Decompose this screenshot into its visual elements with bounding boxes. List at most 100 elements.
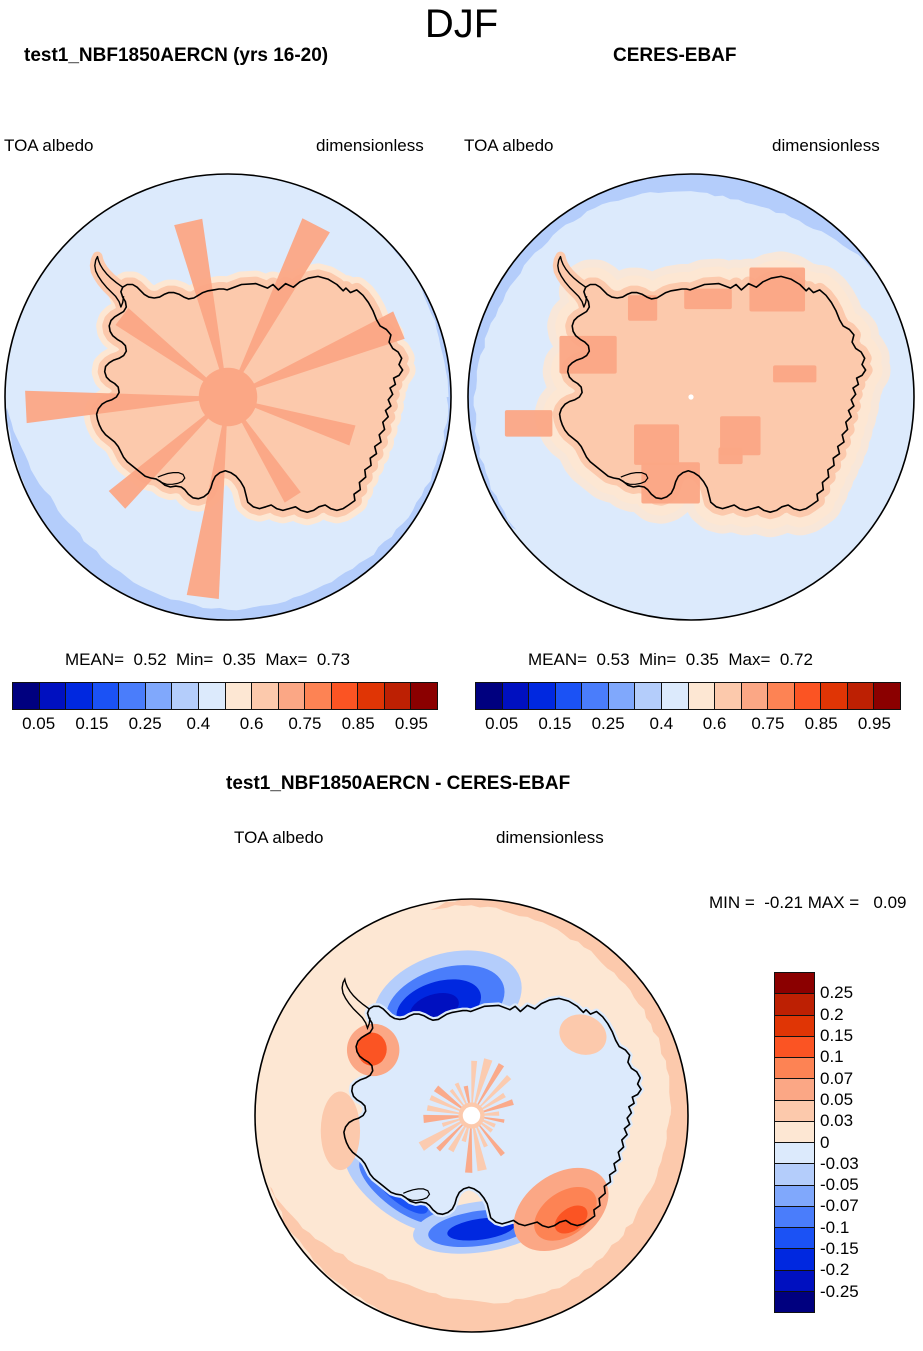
right-units-label: dimensionless: [772, 136, 880, 155]
colorbar-cell: [775, 1291, 814, 1312]
colorbar-cell: [775, 973, 814, 995]
right-colorbar: [475, 682, 901, 710]
colorbar-cell: [278, 683, 306, 709]
diff-colorbar-labels: 0.25 0.2 0.15 0.1 0.07 0.05 0.03 0 -0.03 -0.05 -0.…: [820, 972, 920, 1313]
colorbar-tick-label: 0.6: [702, 714, 727, 733]
colorbar-cell: [198, 683, 226, 709]
colorbar-tick-label: -0.2: [820, 1260, 850, 1280]
colorbar-cell: [331, 683, 359, 709]
colorbar-cell: [119, 683, 146, 709]
colorbar-cell: [775, 1206, 814, 1228]
colorbar-cell: [305, 683, 332, 709]
colorbar-cell: [502, 683, 530, 709]
left-stats-text: MEAN= 0.52 Min= 0.35 Max= 0.73: [65, 650, 350, 669]
colorbar-cell: [775, 1185, 814, 1207]
colorbar-cell: [635, 683, 662, 709]
colorbar-tick-label: 0.4: [186, 714, 211, 733]
colorbar-tick-label: 0.25: [128, 714, 162, 733]
left-units-label: dimensionless: [316, 136, 424, 155]
colorbar-cell: [476, 683, 503, 709]
colorbar-cell: [384, 683, 412, 709]
colorbar-tick-label: 0.25: [820, 983, 854, 1003]
colorbar-tick-label: 0.85: [341, 714, 375, 733]
colorbar-tick-label: 0.85: [804, 714, 838, 733]
colorbar-cell: [13, 683, 40, 709]
colorbar-cell: [411, 683, 437, 709]
colorbar-cell: [775, 1100, 814, 1122]
colorbar-cell: [847, 683, 875, 709]
colorbar-cell: [741, 683, 769, 709]
colorbar-cell: [715, 683, 742, 709]
colorbar-tick-label: 0.1: [820, 1047, 844, 1067]
colorbar-cell: [775, 1143, 814, 1165]
colorbar-cell: [768, 683, 795, 709]
colorbar-cell: [688, 683, 716, 709]
diff-panel-title: test1_NBF1850AERCN - CERES-EBAF: [226, 773, 571, 794]
colorbar-tick-label: -0.15: [820, 1239, 859, 1259]
colorbar-tick-label: 0.2: [820, 1004, 844, 1024]
left-colorbar: [12, 682, 438, 710]
colorbar-tick-label: -0.05: [820, 1175, 859, 1195]
colorbar-tick-label: -0.1: [820, 1217, 850, 1237]
colorbar-cell: [775, 1270, 814, 1292]
colorbar-tick-label: 0.4: [649, 714, 674, 733]
colorbar-cell: [358, 683, 385, 709]
colorbar-cell: [775, 1164, 814, 1186]
diff-map-antarctica: [253, 897, 690, 1334]
colorbar-tick-label: 0.15: [538, 714, 572, 733]
colorbar-tick-label: 0.07: [820, 1068, 854, 1088]
right-map-antarctica: [466, 172, 916, 622]
colorbar-cell: [172, 683, 199, 709]
right-variable-label: TOA albedo: [464, 136, 554, 155]
right-colorbar-labels: 0.05 0.15 0.25 0.4 0.6 0.75 0.85 0.95: [475, 713, 901, 735]
colorbar-cell: [66, 683, 93, 709]
colorbar-tick-label: 0: [820, 1132, 830, 1152]
colorbar-tick-label: -0.25: [820, 1281, 859, 1301]
left-variable-label: TOA albedo: [4, 136, 94, 155]
colorbar-tick-label: 0.15: [820, 1025, 854, 1045]
diff-variable-label: TOA albedo: [234, 828, 324, 847]
right-stats-text: MEAN= 0.53 Min= 0.35 Max= 0.72: [528, 650, 813, 669]
colorbar-cell: [775, 1058, 814, 1080]
colorbar-tick-label: -0.03: [820, 1153, 859, 1173]
colorbar-cell: [775, 1228, 814, 1250]
season-title: DJF: [424, 2, 499, 46]
colorbar-cell: [555, 683, 583, 709]
colorbar-cell: [775, 1121, 814, 1143]
left-colorbar-labels: 0.05 0.15 0.25 0.4 0.6 0.75 0.85 0.95: [12, 713, 438, 735]
colorbar-cell: [775, 994, 814, 1016]
colorbar-tick-label: 0.75: [751, 714, 785, 733]
colorbar-cell: [794, 683, 822, 709]
colorbar-cell: [529, 683, 556, 709]
colorbar-cell: [252, 683, 279, 709]
colorbar-cell: [661, 683, 689, 709]
colorbar-tick-label: 0.25: [591, 714, 625, 733]
right-panel-title: CERES-EBAF: [613, 45, 737, 66]
colorbar-tick-label: 0.15: [75, 714, 109, 733]
left-map-antarctica: [3, 172, 453, 622]
colorbar-cell: [775, 1079, 814, 1101]
colorbar-tick-label: 0.05: [820, 1089, 854, 1109]
colorbar-tick-label: 0.95: [394, 714, 428, 733]
colorbar-cell: [92, 683, 120, 709]
colorbar-tick-label: 0.95: [857, 714, 891, 733]
colorbar-cell: [39, 683, 67, 709]
diff-units-label: dimensionless: [496, 828, 604, 847]
colorbar-tick-label: 0.03: [820, 1111, 854, 1131]
colorbar-cell: [775, 1036, 814, 1058]
colorbar-tick-label: 0.05: [22, 714, 56, 733]
colorbar-tick-label: 0.75: [288, 714, 322, 733]
diff-minmax-text: MIN = -0.21 MAX = 0.09: [709, 893, 907, 912]
colorbar-cell: [145, 683, 173, 709]
colorbar-cell: [582, 683, 609, 709]
colorbar-tick-label: 0.6: [239, 714, 264, 733]
colorbar-tick-label: 0.05: [485, 714, 519, 733]
diff-colorbar: [774, 972, 815, 1313]
colorbar-cell: [775, 1015, 814, 1037]
colorbar-cell: [775, 1249, 814, 1271]
colorbar-cell: [225, 683, 253, 709]
colorbar-tick-label: -0.07: [820, 1196, 859, 1216]
colorbar-cell: [608, 683, 636, 709]
left-panel-title: test1_NBF1850AERCN (yrs 16-20): [24, 45, 329, 66]
colorbar-cell: [874, 683, 900, 709]
